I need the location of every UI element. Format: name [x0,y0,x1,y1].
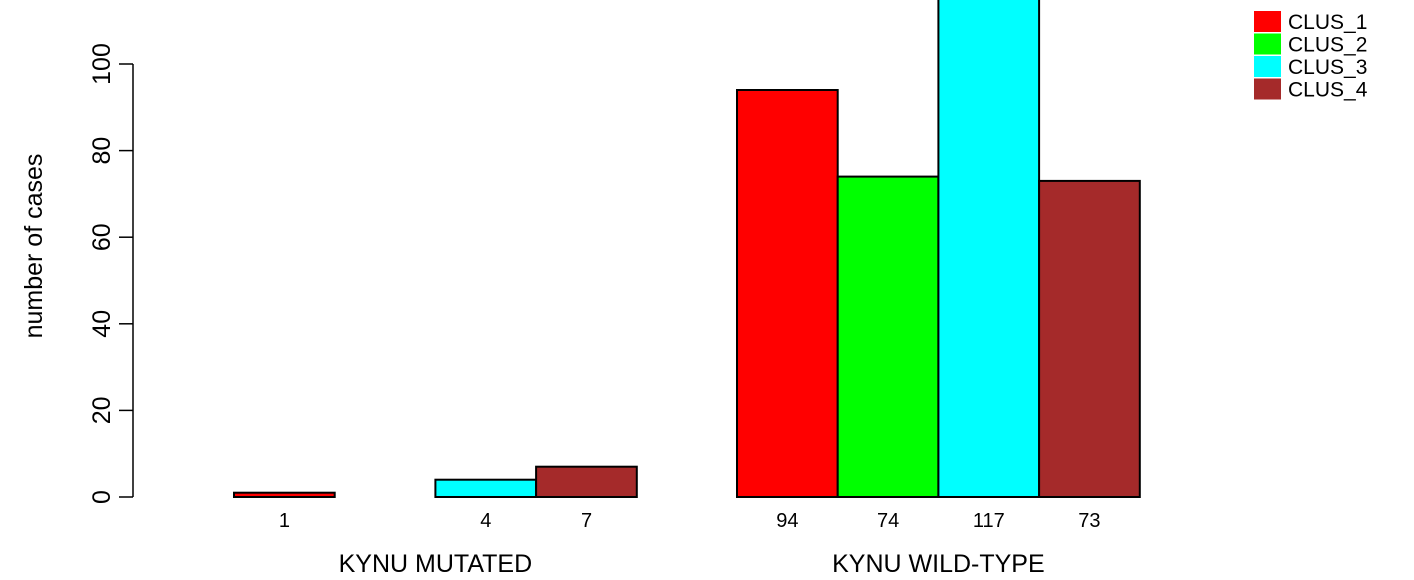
legend-swatch-clus-2 [1254,33,1281,55]
y-axis: 0 20 40 60 80 100 [88,43,134,504]
bar-clus-4-group-2 [1038,179,1141,498]
bar-value-label: 7 [581,510,592,532]
bar-value-label: 73 [1078,510,1100,532]
y-tick-label: 60 [88,223,116,251]
legend-label-clus-1: CLUS_1 [1288,11,1367,34]
y-tick-label: 80 [88,137,116,165]
plot-area: 1 4 7 KYNU MUTATED 94 74 117 73 KYNU WILD-TYPE [233,0,1141,578]
bar-clus-2-group-2 [836,175,940,498]
bar-value-label: 4 [480,510,491,532]
bar-clus-1-group-1 [233,491,336,499]
group-label-1: KYNU MUTATED [339,550,533,578]
y-tick-label: 20 [88,396,116,424]
legend-swatch-clus-3 [1254,56,1281,77]
bar-clus-1-group-2 [736,89,839,498]
y-tick-label: 0 [88,490,116,504]
group-label-2: KYNU WILD-TYPE [832,550,1045,578]
bar-clus-4-group-1 [535,465,638,499]
bar-value-label: 1 [279,510,290,532]
bar-value-label: 94 [776,510,798,532]
legend-swatch-clus-1 [1254,11,1281,32]
bar-value-label: 117 [973,510,1005,532]
bar-clus-3-group-1 [434,478,538,499]
legend-label-clus-4: CLUS_4 [1288,79,1368,102]
legend-swatch-clus-4 [1254,78,1281,100]
legend-label-clus-2: CLUS_2 [1288,34,1367,57]
y-tick-label: 40 [88,310,116,338]
y-tick-label: 100 [88,43,116,85]
legend-label-clus-3: CLUS_3 [1288,56,1367,79]
y-axis-title: number of cases [20,154,48,339]
bar-value-label: 74 [877,510,899,532]
bar-clus-3-group-2 [937,0,1041,499]
